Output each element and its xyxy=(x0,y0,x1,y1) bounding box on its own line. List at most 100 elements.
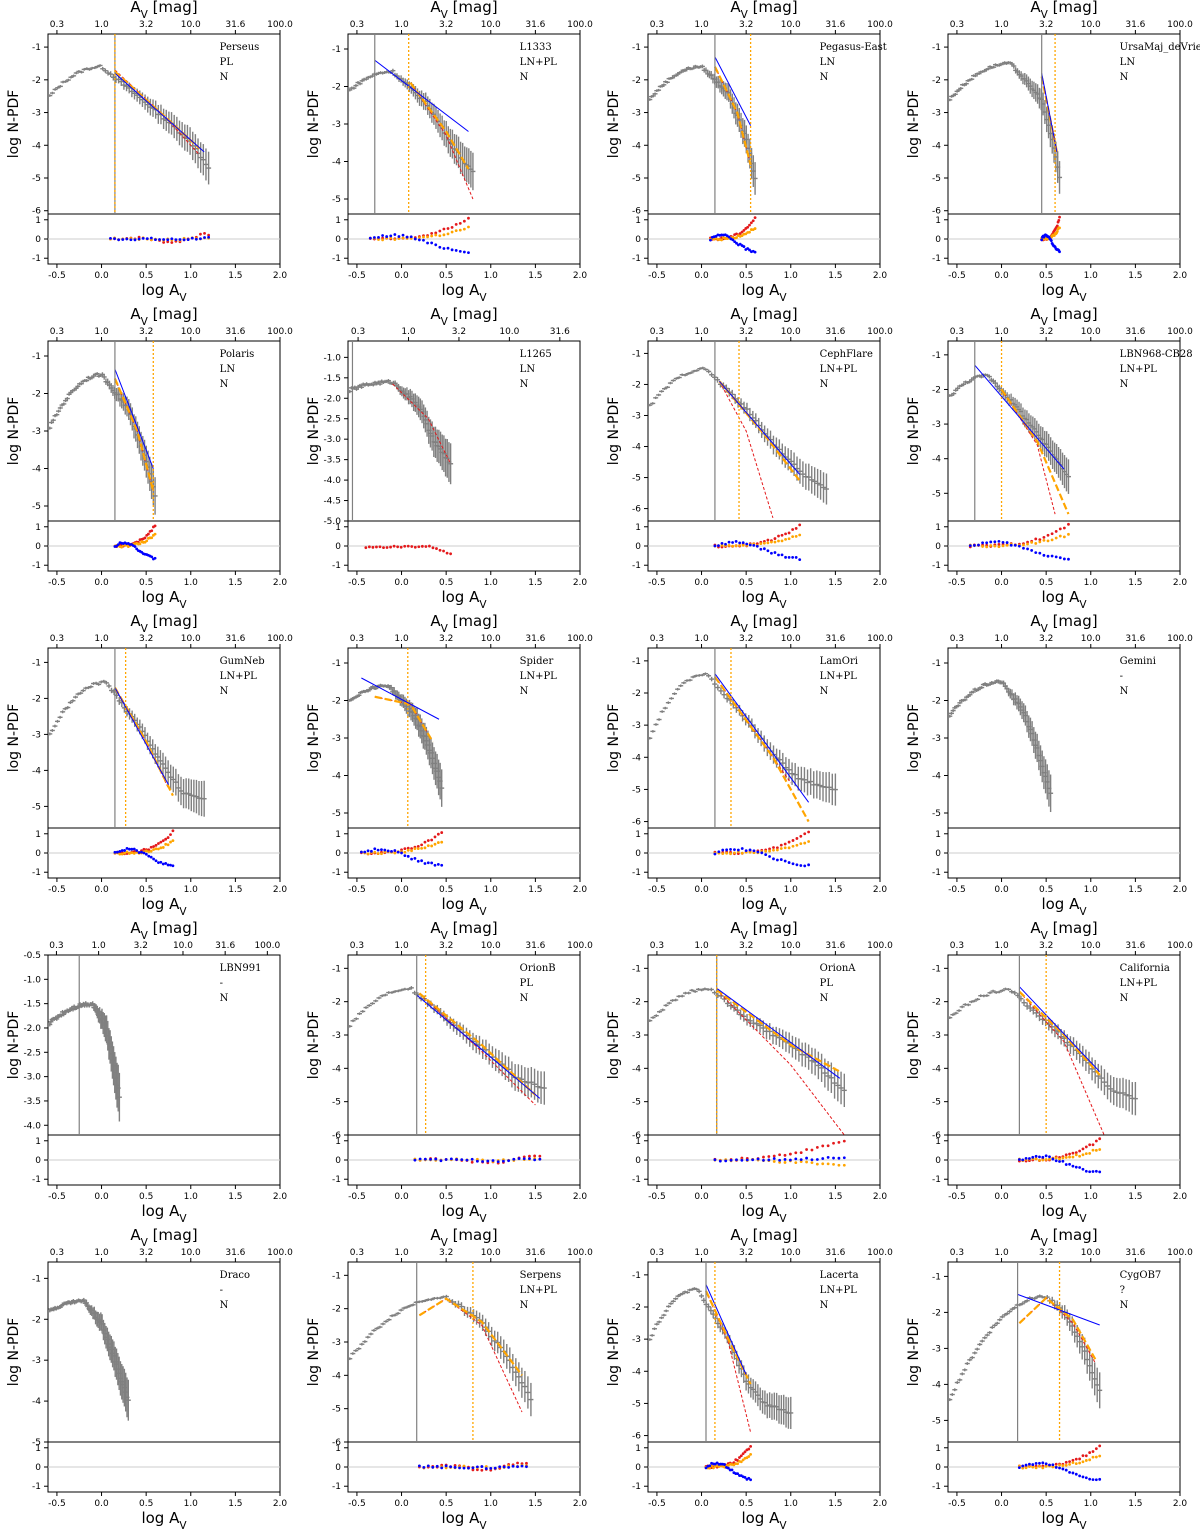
top-tick-label: 3.2 xyxy=(1039,1248,1053,1258)
residual-red-dot xyxy=(1068,1152,1071,1156)
residual-y-tick-label: -1 xyxy=(32,1482,41,1492)
top-tick-label: 0.3 xyxy=(350,634,364,644)
x-axis-label: log AV xyxy=(741,895,787,918)
lognormal-fit-line xyxy=(1019,991,1105,1135)
residual-red-dot xyxy=(458,221,462,225)
main-plot-area xyxy=(348,379,454,485)
x-tick-label: -0.5 xyxy=(48,1499,66,1509)
residual-orange-dot xyxy=(462,227,466,231)
top-tick-label: 0.3 xyxy=(950,20,964,30)
residual-orange-dot xyxy=(145,539,149,543)
residual-orange-dot xyxy=(759,542,763,546)
residual-blue-dot xyxy=(480,1465,484,1468)
powerlaw-fit-line xyxy=(1017,1293,1100,1326)
residual-blue-dot xyxy=(458,1466,461,1470)
residual-orange-dot xyxy=(773,540,777,544)
y-axis-label: log N-PDF xyxy=(606,1318,622,1387)
residual-red-dot xyxy=(424,545,428,548)
residual-blue-dot xyxy=(1098,1477,1102,1481)
residual-orange-dot xyxy=(1094,1455,1098,1459)
residual-blue-dot xyxy=(132,847,136,851)
residual-orange-dot xyxy=(815,1162,819,1166)
model-class-label: LN xyxy=(820,57,836,68)
residual-orange-dot xyxy=(810,1161,814,1165)
x-tick-label: 1.0 xyxy=(184,1499,199,1509)
main-plot-area xyxy=(648,366,829,519)
top-tick-label: 10.0 xyxy=(1081,327,1101,337)
residual-blue-dot xyxy=(413,237,417,241)
main-plot-area xyxy=(48,679,207,817)
residual-blue-dot xyxy=(733,848,736,852)
lognormal-powerlaw-fit-line xyxy=(409,82,470,170)
residual-blue-dot xyxy=(779,858,783,861)
residual-blue-dot xyxy=(431,1465,435,1469)
top-tick-label: 100.0 xyxy=(567,941,593,951)
panel-orionb: -0.5 0.0 0.5 1.0 1.5 2.0 log AV 1 0 -1 -1 -2 -3 -4 -5 -… xyxy=(306,919,593,1225)
y-tick-label: -5.0 xyxy=(323,517,341,527)
panel-l1333: -0.5 0.0 0.5 1.0 1.5 2.0 log AV 1 0 -1 -1 -2 -3 -4 -5 l… xyxy=(306,0,593,304)
y-tick-label: -2 xyxy=(32,76,41,86)
residual-y-tick-label: 0 xyxy=(635,542,641,552)
x-tick-label: 2.0 xyxy=(1173,271,1188,281)
residual-red-dot xyxy=(1057,218,1061,222)
residual-blue-dot xyxy=(486,1159,490,1163)
y-tick-label: -3 xyxy=(932,734,941,744)
residual-blue-dot xyxy=(799,1158,803,1162)
residual-orange-dot xyxy=(440,840,444,844)
top-tick-label: 1.0 xyxy=(94,1248,109,1258)
panel-spider: -0.5 0.0 0.5 1.0 1.5 2.0 log AV 1 0 -1 -1 -2 -3 -4 -5 l… xyxy=(306,612,593,918)
x-tick-label: 2.0 xyxy=(273,885,288,895)
residual-blue-dot xyxy=(734,539,738,543)
residual-orange-dot xyxy=(458,228,462,232)
residual-blue-dot xyxy=(498,1465,502,1469)
residual-orange-dot xyxy=(1068,1463,1071,1466)
residual-blue-dot xyxy=(1038,1461,1041,1465)
y-tick-label: -3 xyxy=(932,1031,941,1041)
residual-orange-dot xyxy=(985,545,989,549)
y-tick-label: -6 xyxy=(632,1432,641,1442)
residual-orange-dot xyxy=(475,1157,479,1161)
residual-blue-dot xyxy=(194,237,198,241)
residual-blue-dot xyxy=(113,850,117,854)
powerlaw-fit-line xyxy=(705,1284,747,1375)
residual-red-dot xyxy=(169,833,172,837)
x-tick-label: 2.0 xyxy=(873,271,888,281)
residual-blue-dot xyxy=(147,854,151,858)
y-tick-label: -4 xyxy=(932,1380,941,1390)
top-axis-label: AV [mag] xyxy=(430,612,497,635)
residual-orange-dot xyxy=(381,238,384,242)
residual-y-tick-label: 1 xyxy=(935,216,941,226)
model-class-label: LN xyxy=(520,364,536,375)
flag-label: N xyxy=(520,72,529,83)
residual-y-tick-label: -1 xyxy=(332,1482,341,1492)
residual-y-tick-label: 0 xyxy=(335,1156,341,1166)
residual-red-dot xyxy=(1084,1454,1088,1458)
y-tick-label: -3 xyxy=(632,109,641,119)
residual-orange-dot xyxy=(1044,1464,1048,1468)
residual-red-dot xyxy=(171,829,175,833)
residual-blue-dot xyxy=(422,1466,426,1469)
residual-y-tick-label: -1 xyxy=(932,254,941,264)
residual-blue-dot xyxy=(738,541,742,545)
residual-blue-dot xyxy=(766,549,770,553)
residual-blue-dot xyxy=(807,863,811,867)
top-axis-label: AV [mag] xyxy=(130,919,197,942)
x-tick-label: 1.0 xyxy=(484,578,499,588)
residual-blue-dot xyxy=(717,544,720,548)
residual-orange-dot xyxy=(1098,1148,1102,1151)
residual-blue-dot xyxy=(400,851,403,855)
flag-label: N xyxy=(220,1300,229,1311)
residual-blue-dot xyxy=(968,544,972,548)
residual-blue-dot xyxy=(756,1157,760,1161)
residual-y-tick-label: 0 xyxy=(635,849,641,859)
residual-orange-dot xyxy=(1054,1156,1058,1160)
residual-blue-dot xyxy=(708,1464,712,1468)
residual-blue-dot xyxy=(752,544,756,547)
top-tick-label: 0.3 xyxy=(650,634,664,644)
powerlaw-fit-line xyxy=(1041,73,1058,152)
residual-y-tick-label: 1 xyxy=(35,830,41,840)
y-tick-label: -3 xyxy=(332,1031,341,1041)
residual-red-dot xyxy=(203,231,206,235)
residual-orange-dot xyxy=(981,545,984,548)
residual-orange-dot xyxy=(747,1455,751,1458)
